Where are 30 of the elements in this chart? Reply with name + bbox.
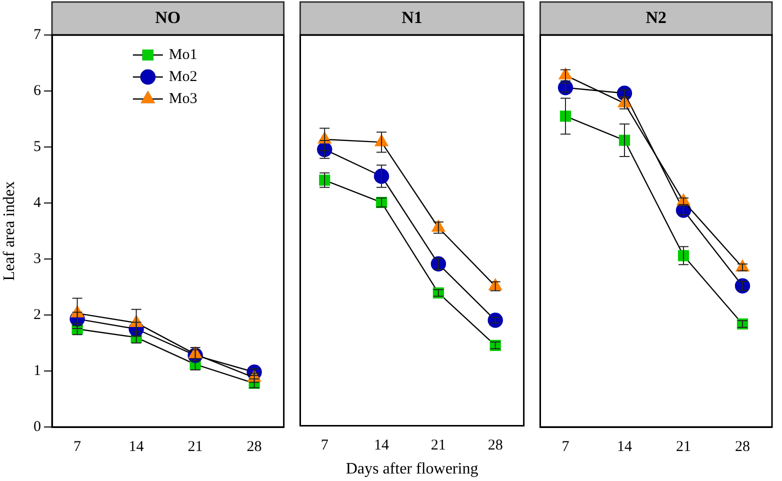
chart-title: N1 (402, 8, 422, 27)
x-tick-label: 14 (374, 438, 390, 454)
chart-title: NO (155, 8, 181, 27)
point (616, 86, 632, 101)
y-tick-label: 3 (34, 250, 41, 267)
y-tick-label: 4 (34, 194, 42, 211)
y-axis-title: Leaf area index (0, 181, 18, 281)
x-tick-label: 28 (488, 438, 503, 454)
chart-title: N2 (646, 8, 666, 27)
x-tick-label: 28 (735, 438, 750, 455)
x-tick-label: 7 (74, 438, 82, 455)
y-tick-label: 7 (34, 26, 42, 43)
x-tick-label: 14 (128, 438, 144, 455)
x-tick-label: 7 (562, 438, 570, 455)
legend-label: Mo3 (168, 90, 198, 107)
y-tick-label: 1 (34, 362, 41, 379)
x-axis-title: Days after flowering (346, 460, 478, 478)
x-tick-label: 7 (320, 438, 329, 454)
legend-label: Mo2 (168, 68, 198, 85)
y-tick-label: 2 (34, 306, 41, 323)
legend-label: Mo1 (168, 46, 198, 63)
point (374, 168, 390, 184)
x-tick-label: 21 (188, 438, 203, 455)
y-tick-label: 6 (34, 82, 42, 99)
x-tick-label: 21 (430, 438, 446, 454)
y-tick-label: 5 (34, 138, 41, 155)
y-tick-label: 0 (34, 418, 41, 435)
x-tick-label: 28 (246, 438, 262, 455)
x-tick-label: 14 (616, 438, 632, 455)
x-tick-label: 21 (676, 438, 691, 455)
